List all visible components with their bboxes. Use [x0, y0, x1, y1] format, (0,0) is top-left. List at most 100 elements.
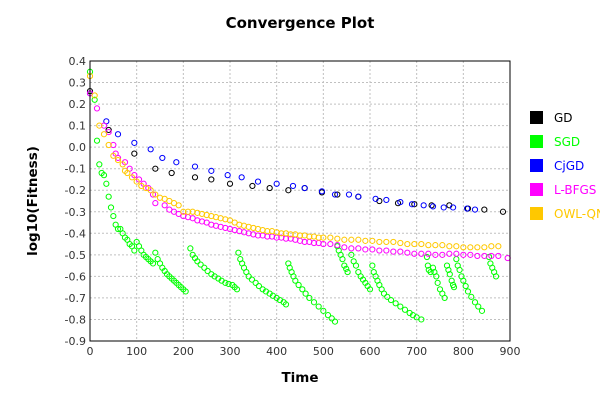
data-point	[488, 243, 495, 250]
x-tick-label: 0	[87, 345, 94, 358]
data-point	[282, 301, 290, 308]
data-point	[103, 180, 110, 187]
data-point	[462, 282, 469, 290]
x-axis-label: Time	[281, 370, 318, 386]
data-point	[249, 182, 256, 190]
data-point	[152, 200, 159, 207]
x-tick-label: 600	[360, 345, 381, 358]
data-point	[467, 244, 474, 251]
x-tick-label: 500	[313, 345, 334, 358]
data-point	[328, 315, 335, 322]
data-point	[408, 201, 416, 208]
data-point	[324, 312, 332, 319]
data-point	[318, 188, 326, 195]
data-point	[248, 276, 256, 283]
data-point	[390, 248, 397, 255]
legend-swatch	[530, 135, 543, 148]
data-point	[204, 267, 211, 275]
data-point	[481, 206, 488, 213]
series-cjgd	[86, 90, 479, 213]
data-point	[424, 262, 431, 269]
x-tick-label: 700	[406, 345, 427, 358]
data-point	[133, 178, 140, 185]
data-point	[369, 237, 376, 244]
data-point	[110, 152, 117, 159]
data-point	[453, 256, 460, 263]
y-tick-label: -0.5	[65, 249, 86, 262]
data-point	[315, 303, 322, 310]
data-point	[341, 262, 348, 269]
data-point	[456, 266, 463, 274]
data-point	[446, 243, 453, 250]
data-point	[124, 169, 131, 177]
data-point	[397, 198, 404, 206]
data-point	[310, 239, 318, 247]
y-tick-label: -0.8	[65, 313, 86, 326]
x-tick-label: 900	[500, 345, 521, 358]
data-point	[443, 262, 451, 269]
data-point	[397, 303, 404, 310]
data-point	[299, 286, 306, 293]
data-point	[110, 141, 117, 149]
data-point	[278, 230, 285, 237]
data-point	[425, 250, 432, 257]
data-point	[439, 242, 446, 249]
legend-swatch	[530, 159, 543, 172]
data-point	[191, 174, 199, 181]
data-point	[105, 126, 112, 134]
data-point	[355, 193, 362, 200]
data-point	[423, 253, 431, 261]
data-point	[504, 254, 511, 262]
data-point	[418, 240, 425, 248]
data-point	[295, 281, 302, 289]
data-point	[341, 244, 348, 251]
data-point	[254, 232, 262, 239]
data-point	[175, 202, 182, 209]
data-point	[320, 307, 327, 314]
data-point	[114, 131, 122, 138]
data-point	[481, 244, 488, 251]
data-point	[434, 279, 441, 286]
data-point	[320, 234, 327, 241]
data-point	[463, 205, 471, 212]
data-point	[96, 161, 103, 168]
legend-swatch	[530, 183, 543, 196]
data-point	[110, 212, 117, 220]
series-sgd	[86, 68, 500, 325]
x-tick-label: 100	[126, 345, 147, 358]
data-point	[152, 249, 159, 256]
data-point	[100, 131, 108, 138]
x-tick-label: 400	[266, 345, 287, 358]
data-point	[152, 165, 159, 172]
data-point	[420, 202, 427, 209]
data-point	[159, 154, 166, 162]
data-point	[285, 187, 292, 194]
data-point	[392, 300, 399, 307]
data-point	[327, 234, 334, 241]
ticks: 0 100 200 300 400 500 600 700 800 900 0.4 0.3 0.2 0.1…	[65, 55, 521, 358]
data-point	[376, 247, 383, 254]
data-point	[425, 242, 432, 249]
y-axis-label: log10(Fitness)	[25, 146, 41, 256]
data-point	[471, 206, 479, 213]
data-point	[235, 249, 242, 256]
data-point	[152, 191, 159, 198]
data-point	[492, 273, 500, 280]
data-point	[107, 204, 115, 211]
data-point	[180, 208, 187, 215]
data-point	[387, 296, 395, 304]
data-point	[96, 122, 103, 129]
data-point	[161, 202, 168, 209]
data-point	[432, 251, 439, 258]
data-point	[334, 242, 341, 249]
data-point	[226, 180, 234, 187]
data-point	[446, 250, 453, 257]
data-point	[448, 277, 455, 284]
data-point	[194, 258, 201, 265]
data-point	[495, 252, 502, 260]
data-point	[401, 306, 409, 313]
data-point	[266, 184, 273, 192]
data-point	[474, 244, 481, 251]
data-point	[348, 236, 355, 243]
